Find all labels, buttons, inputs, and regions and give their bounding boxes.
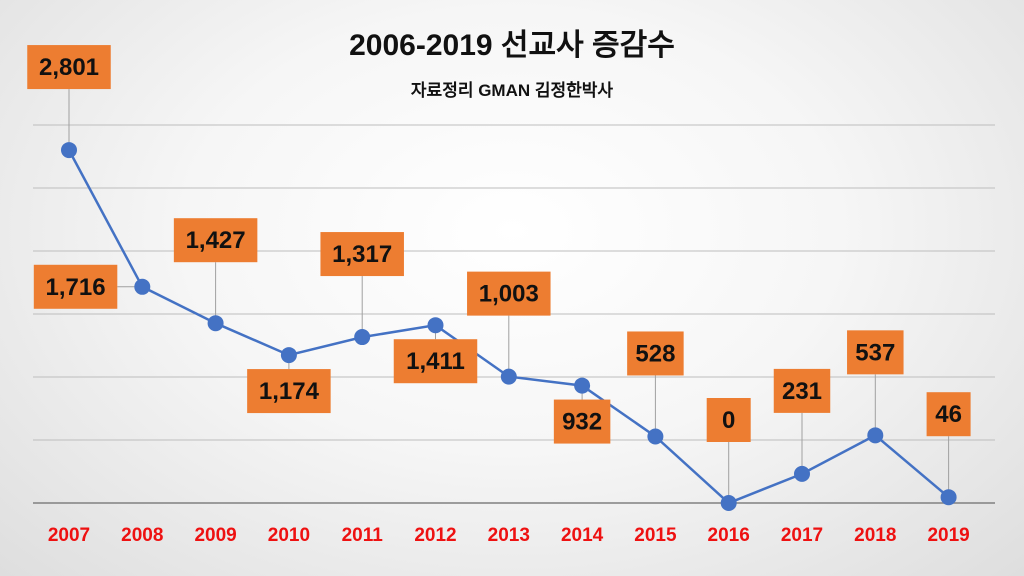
data-point-2017: [794, 465, 810, 482]
data-label-box: [320, 232, 404, 277]
data-label-2013: 1,003: [467, 271, 551, 316]
data-label-text: 231: [782, 378, 822, 405]
x-tick-label: 2018: [854, 525, 896, 546]
data-label-text: 932: [562, 409, 602, 436]
data-point-2012: [427, 317, 444, 334]
data-label-text: 1,411: [406, 348, 465, 375]
data-label-text: 0: [722, 407, 735, 434]
data-point-2011: [354, 329, 371, 346]
data-label-text: 1,716: [46, 274, 106, 301]
data-label-text: 46: [935, 401, 962, 428]
data-markers: [61, 142, 957, 511]
data-label-2016: 0: [706, 398, 751, 442]
data-label-box: [27, 45, 111, 90]
chart-subtitle: 자료정리 GMAN 김정한박사: [410, 81, 614, 100]
data-label-2007: 2,801: [27, 45, 111, 90]
data-label-box: [847, 330, 904, 375]
x-tick-labels: 2007 2008 2009 2010 2011 2012 2013 2014 2015 2016…: [48, 525, 970, 546]
data-label-text: 528: [635, 340, 675, 367]
data-label-2019: 46: [926, 392, 971, 437]
data-label-box: [627, 331, 684, 376]
data-label-box: [926, 392, 971, 437]
label-leader-lines: [68, 89, 950, 503]
data-label-text: 1,003: [479, 281, 539, 308]
data-point-2015: [647, 428, 664, 445]
data-label-box: [173, 218, 258, 263]
data-label-box: [706, 398, 751, 442]
data-label-2014: 932: [553, 399, 611, 444]
data-label-text: 1,317: [332, 241, 392, 268]
data-point-2014: [574, 377, 591, 394]
x-tick-label: 2013: [488, 525, 530, 546]
x-tick-label: 2012: [414, 525, 456, 546]
data-label-2015: 528: [627, 331, 684, 376]
data-point-2010: [280, 347, 297, 364]
chart-title: 2006-2019 선교사 증감수: [349, 29, 675, 62]
x-tick-label: 2016: [708, 525, 750, 546]
x-tick-label: 2011: [342, 525, 384, 546]
x-tick-label: 2014: [561, 525, 604, 546]
data-point-2007: [61, 142, 77, 159]
data-label-box: [247, 369, 331, 414]
data-labels: 2,801 1,716 1,427 1,174 1,317 1,411 1,003 932 52…: [27, 45, 971, 444]
x-tick-label: 2008: [121, 525, 163, 546]
data-label-text: 537: [855, 339, 895, 366]
data-label-box: [467, 271, 551, 316]
data-point-2008: [134, 278, 151, 295]
data-point-2018: [867, 427, 884, 444]
data-label-2009: 1,427: [173, 218, 258, 263]
x-tick-label: 2007: [48, 525, 90, 546]
data-label-text: 2,801: [39, 54, 99, 81]
data-point-2019: [940, 489, 957, 506]
data-point-2013: [500, 368, 517, 385]
x-tick-label: 2010: [268, 525, 310, 546]
data-label-2008: 1,716: [33, 264, 118, 309]
x-tick-label: 2017: [781, 525, 823, 546]
data-label-box: [393, 339, 478, 384]
x-tick-label: 2019: [927, 525, 969, 546]
data-label-2018: 537: [847, 330, 904, 375]
data-point-2016: [720, 495, 737, 511]
x-tick-label: 2009: [194, 525, 236, 546]
data-label-2010: 1,174: [247, 369, 331, 414]
data-label-text: 1,174: [259, 378, 320, 405]
data-label-box: [33, 264, 118, 309]
data-label-box: [773, 368, 831, 413]
data-label-2017: 231: [773, 368, 831, 413]
data-point-2009: [207, 315, 224, 332]
x-tick-label: 2015: [634, 525, 677, 546]
data-label-box: [553, 399, 611, 444]
data-label-text: 1,427: [186, 227, 246, 254]
data-label-2011: 1,317: [320, 232, 404, 277]
data-label-2012: 1,411: [393, 339, 478, 384]
